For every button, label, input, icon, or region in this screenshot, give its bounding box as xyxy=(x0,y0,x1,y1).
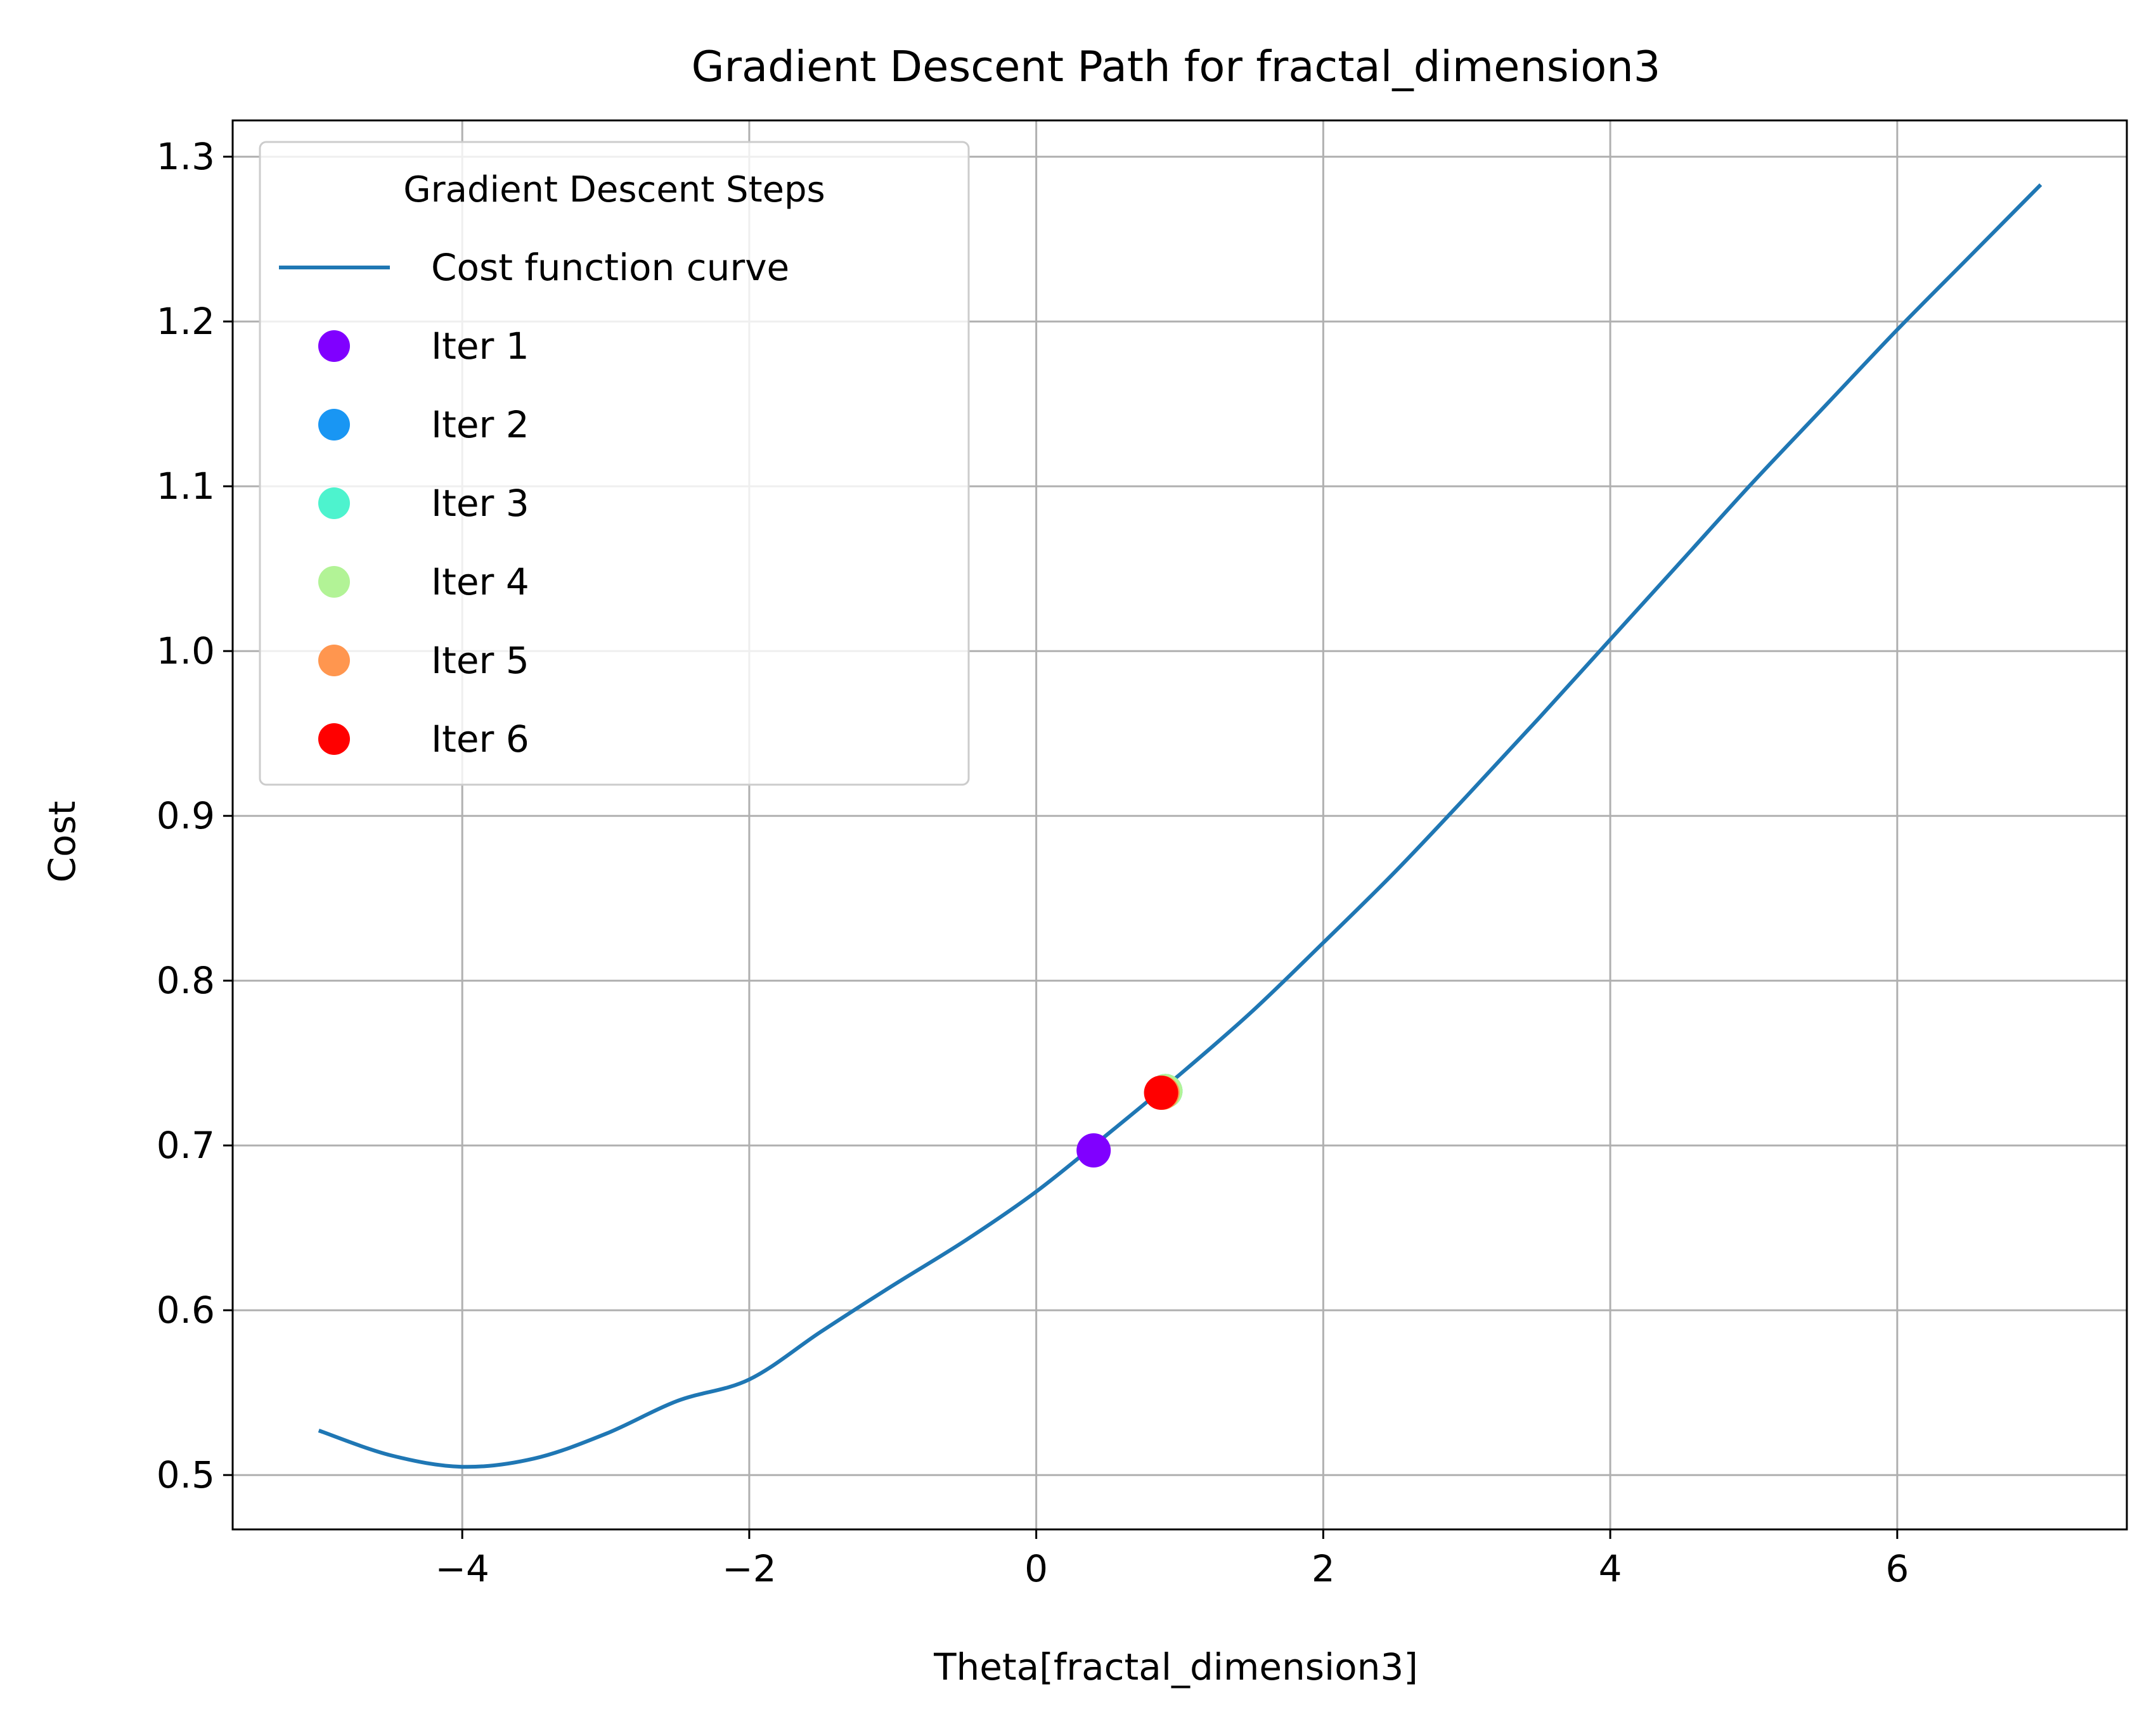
legend-iter-6-label: Iter 6 xyxy=(431,717,529,761)
legend-title: Gradient Descent Steps xyxy=(403,169,825,210)
legend-box xyxy=(259,141,970,786)
legend-iter-1-label: Iter 1 xyxy=(431,325,529,368)
legend-iter-5-label: Iter 5 xyxy=(431,639,529,682)
y-tick-label: 1.3 xyxy=(157,135,215,178)
legend-entries: Cost function curve Iter 1 Iter 2 Iter 3 Ite… xyxy=(279,246,789,761)
x-tick-label: 4 xyxy=(1599,1547,1622,1590)
y-axis-ticks: 0.5 0.6 0.7 0.8 0.9 1.0 1.1 1.2 1.3 xyxy=(157,135,233,1496)
y-tick-label: 0.6 xyxy=(157,1289,215,1332)
legend-iter-4-label: Iter 4 xyxy=(431,560,529,603)
y-tick-label: 0.7 xyxy=(157,1124,215,1167)
curve-layer xyxy=(318,183,2043,1469)
legend-iter-2-swatch xyxy=(318,409,350,441)
legend-iter-2-label: Iter 2 xyxy=(431,403,529,446)
y-tick-label: 1.0 xyxy=(157,629,215,672)
legend-iter-4-swatch xyxy=(318,566,350,598)
chart-title: Gradient Descent Path for fractal_dimens… xyxy=(692,42,1661,91)
legend-iter-3-label: Iter 3 xyxy=(431,482,529,525)
iter-1-point xyxy=(1076,1133,1111,1168)
points-layer xyxy=(1076,1074,1183,1168)
y-tick-label: 0.9 xyxy=(157,794,215,837)
legend-iter-6-swatch xyxy=(318,723,350,755)
x-tick-label: −4 xyxy=(435,1547,489,1590)
y-tick-label: 0.5 xyxy=(157,1453,215,1496)
cost-function-curve xyxy=(318,183,2043,1469)
grid xyxy=(233,120,2127,1529)
legend-iter-5-swatch xyxy=(318,645,350,676)
x-axis-ticks: −4 −2 0 2 4 6 xyxy=(435,1529,1909,1590)
plot-frame xyxy=(231,119,2128,1531)
y-tick-label: 1.2 xyxy=(157,300,215,343)
x-tick-label: 2 xyxy=(1312,1547,1335,1590)
x-tick-label: −2 xyxy=(722,1547,777,1590)
legend-iter-3-swatch xyxy=(318,487,350,519)
legend: Gradient Descent Steps Cost function cur… xyxy=(259,141,970,786)
legend-iter-1-swatch xyxy=(318,330,350,362)
y-axis-label: Cost xyxy=(41,801,84,883)
iter-6-point xyxy=(1144,1076,1178,1110)
legend-curve-label: Cost function curve xyxy=(431,246,789,289)
x-axis-label: Theta[fractal_dimension3] xyxy=(933,1645,1418,1689)
y-tick-label: 0.8 xyxy=(157,959,215,1002)
y-tick-label: 1.1 xyxy=(157,465,215,508)
x-tick-label: 6 xyxy=(1885,1547,1909,1590)
x-tick-label: 0 xyxy=(1024,1547,1048,1590)
